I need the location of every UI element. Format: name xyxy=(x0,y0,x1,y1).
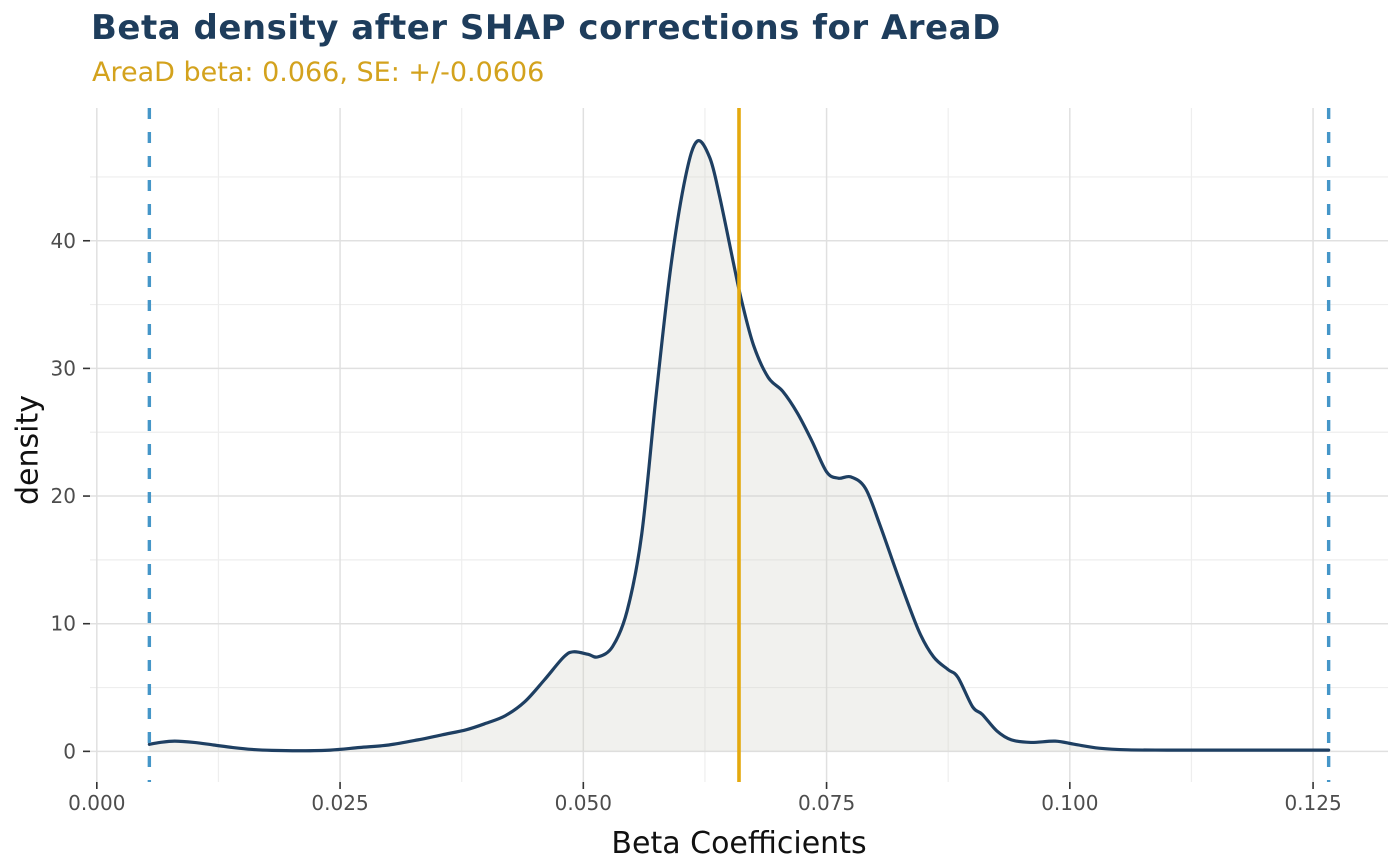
x-axis-title: Beta Coefficients xyxy=(611,826,867,861)
y-tick-label: 20 xyxy=(51,484,76,508)
x-tick-label: 0.025 xyxy=(311,791,368,815)
x-tick-label: 0.100 xyxy=(1041,791,1098,815)
y-tick-label: 30 xyxy=(51,356,76,380)
x-tick-label: 0.125 xyxy=(1284,791,1341,815)
y-tick-label: 40 xyxy=(51,229,76,253)
axis-ticks xyxy=(83,239,1314,789)
x-tick-label: 0.050 xyxy=(555,791,612,815)
density-curve xyxy=(147,139,1331,753)
y-axis-title: density xyxy=(10,395,46,505)
chart-subtitle: AreaD beta: 0.066, SE: +/-0.0606 xyxy=(92,57,545,88)
y-tick-label: 0 xyxy=(63,739,76,763)
y-tick-label: 10 xyxy=(51,612,76,636)
x-tick-label: 0.000 xyxy=(68,791,125,815)
chart-title: Beta density after SHAP corrections for … xyxy=(91,8,1001,48)
x-tick-label: 0.075 xyxy=(798,791,855,815)
